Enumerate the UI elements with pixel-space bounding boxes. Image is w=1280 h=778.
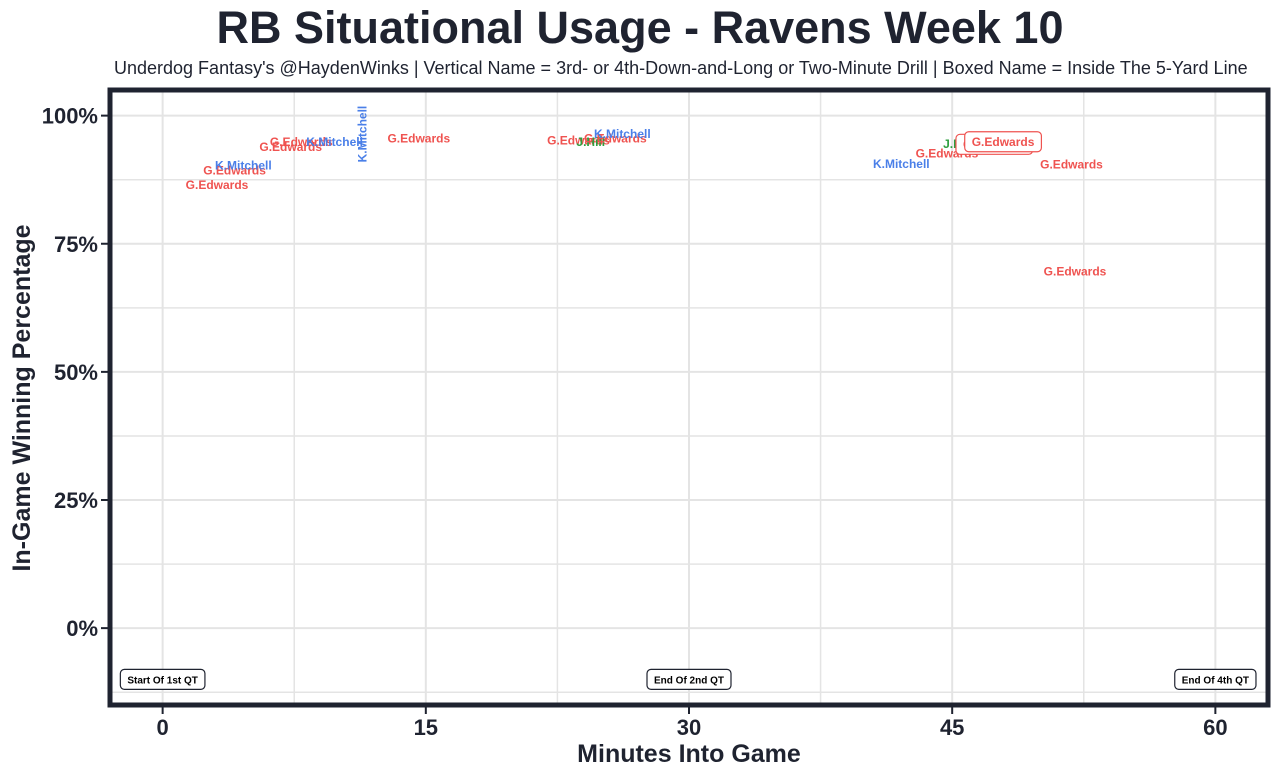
player-point-label: K.Mitchell — [873, 157, 930, 171]
x-axis-label: Minutes Into Game — [577, 740, 801, 768]
x-tick-label: 60 — [1203, 715, 1227, 740]
player-point-box — [964, 131, 1043, 153]
quarter-annotation: Start Of 1st QT — [119, 668, 206, 690]
player-point-boxed: G.Edwards — [964, 131, 1043, 153]
player-point-label: K.Mitchell — [594, 127, 651, 141]
player-point-label: K.Mitchell — [356, 106, 370, 163]
axis-ticks: 0 15 30 45 60 0% 25% 50% 75% 100% — [42, 104, 1228, 740]
player-point-label: G.Edwards — [972, 135, 1035, 149]
chart-subtitle: Underdog Fantasy's @HaydenWinks | Vertic… — [114, 58, 1248, 78]
y-tick-label: 75% — [54, 232, 98, 257]
quarter-annotation-box — [119, 668, 206, 690]
player-point-label: G.Edwards — [584, 132, 647, 146]
y-tick-label: 50% — [54, 360, 98, 385]
player-point-label: G.Edwards — [1040, 157, 1103, 171]
data-points: G.EdwardsG.EdwardsK.MitchellG.EdwardsG.E… — [186, 106, 1107, 279]
player-point-label: G.Edwards — [270, 135, 333, 149]
x-tick-label: 0 — [157, 715, 169, 740]
player-point-label: G.Edwards — [186, 178, 249, 192]
quarter-annotation-label: End Of 4th QT — [1182, 675, 1249, 686]
player-point-label: G.Edwards — [1044, 264, 1107, 278]
y-tick-label: 25% — [54, 488, 98, 513]
quarter-annotation-box — [646, 668, 732, 690]
quarter-annotations: Start Of 1st QT End Of 2nd QT End Of 4th Q… — [119, 668, 1257, 690]
chart-title: RB Situational Usage - Ravens Week 10 — [216, 2, 1064, 53]
y-tick-label: 100% — [42, 104, 98, 129]
x-tick-label: 45 — [940, 715, 964, 740]
quarter-annotation: End Of 2nd QT — [646, 668, 732, 690]
player-point-label: G.Edwards — [259, 140, 322, 154]
x-tick-label: 15 — [414, 715, 438, 740]
player-point-label: G.Edwards — [547, 134, 610, 148]
y-axis-label: In-Game Winning Percentage — [8, 224, 36, 571]
player-point-label: G.Edwards — [203, 163, 266, 177]
player-point-label: G.Edwards — [387, 132, 450, 146]
player-point-label: J.Hill — [576, 135, 605, 149]
quarter-annotation-label: Start Of 1st QT — [127, 675, 198, 686]
x-tick-label: 30 — [677, 715, 701, 740]
y-tick-label: 0% — [66, 616, 98, 641]
quarter-annotation-box — [1174, 668, 1257, 690]
plot-frame — [107, 87, 1271, 708]
grid-lines — [110, 90, 1268, 705]
quarter-annotation-label: End Of 2nd QT — [654, 675, 724, 686]
player-point-label: K.Mitchell — [306, 135, 363, 149]
player-point-label: K.Mitchell — [215, 158, 272, 172]
quarter-annotation: End Of 4th QT — [1174, 668, 1257, 690]
